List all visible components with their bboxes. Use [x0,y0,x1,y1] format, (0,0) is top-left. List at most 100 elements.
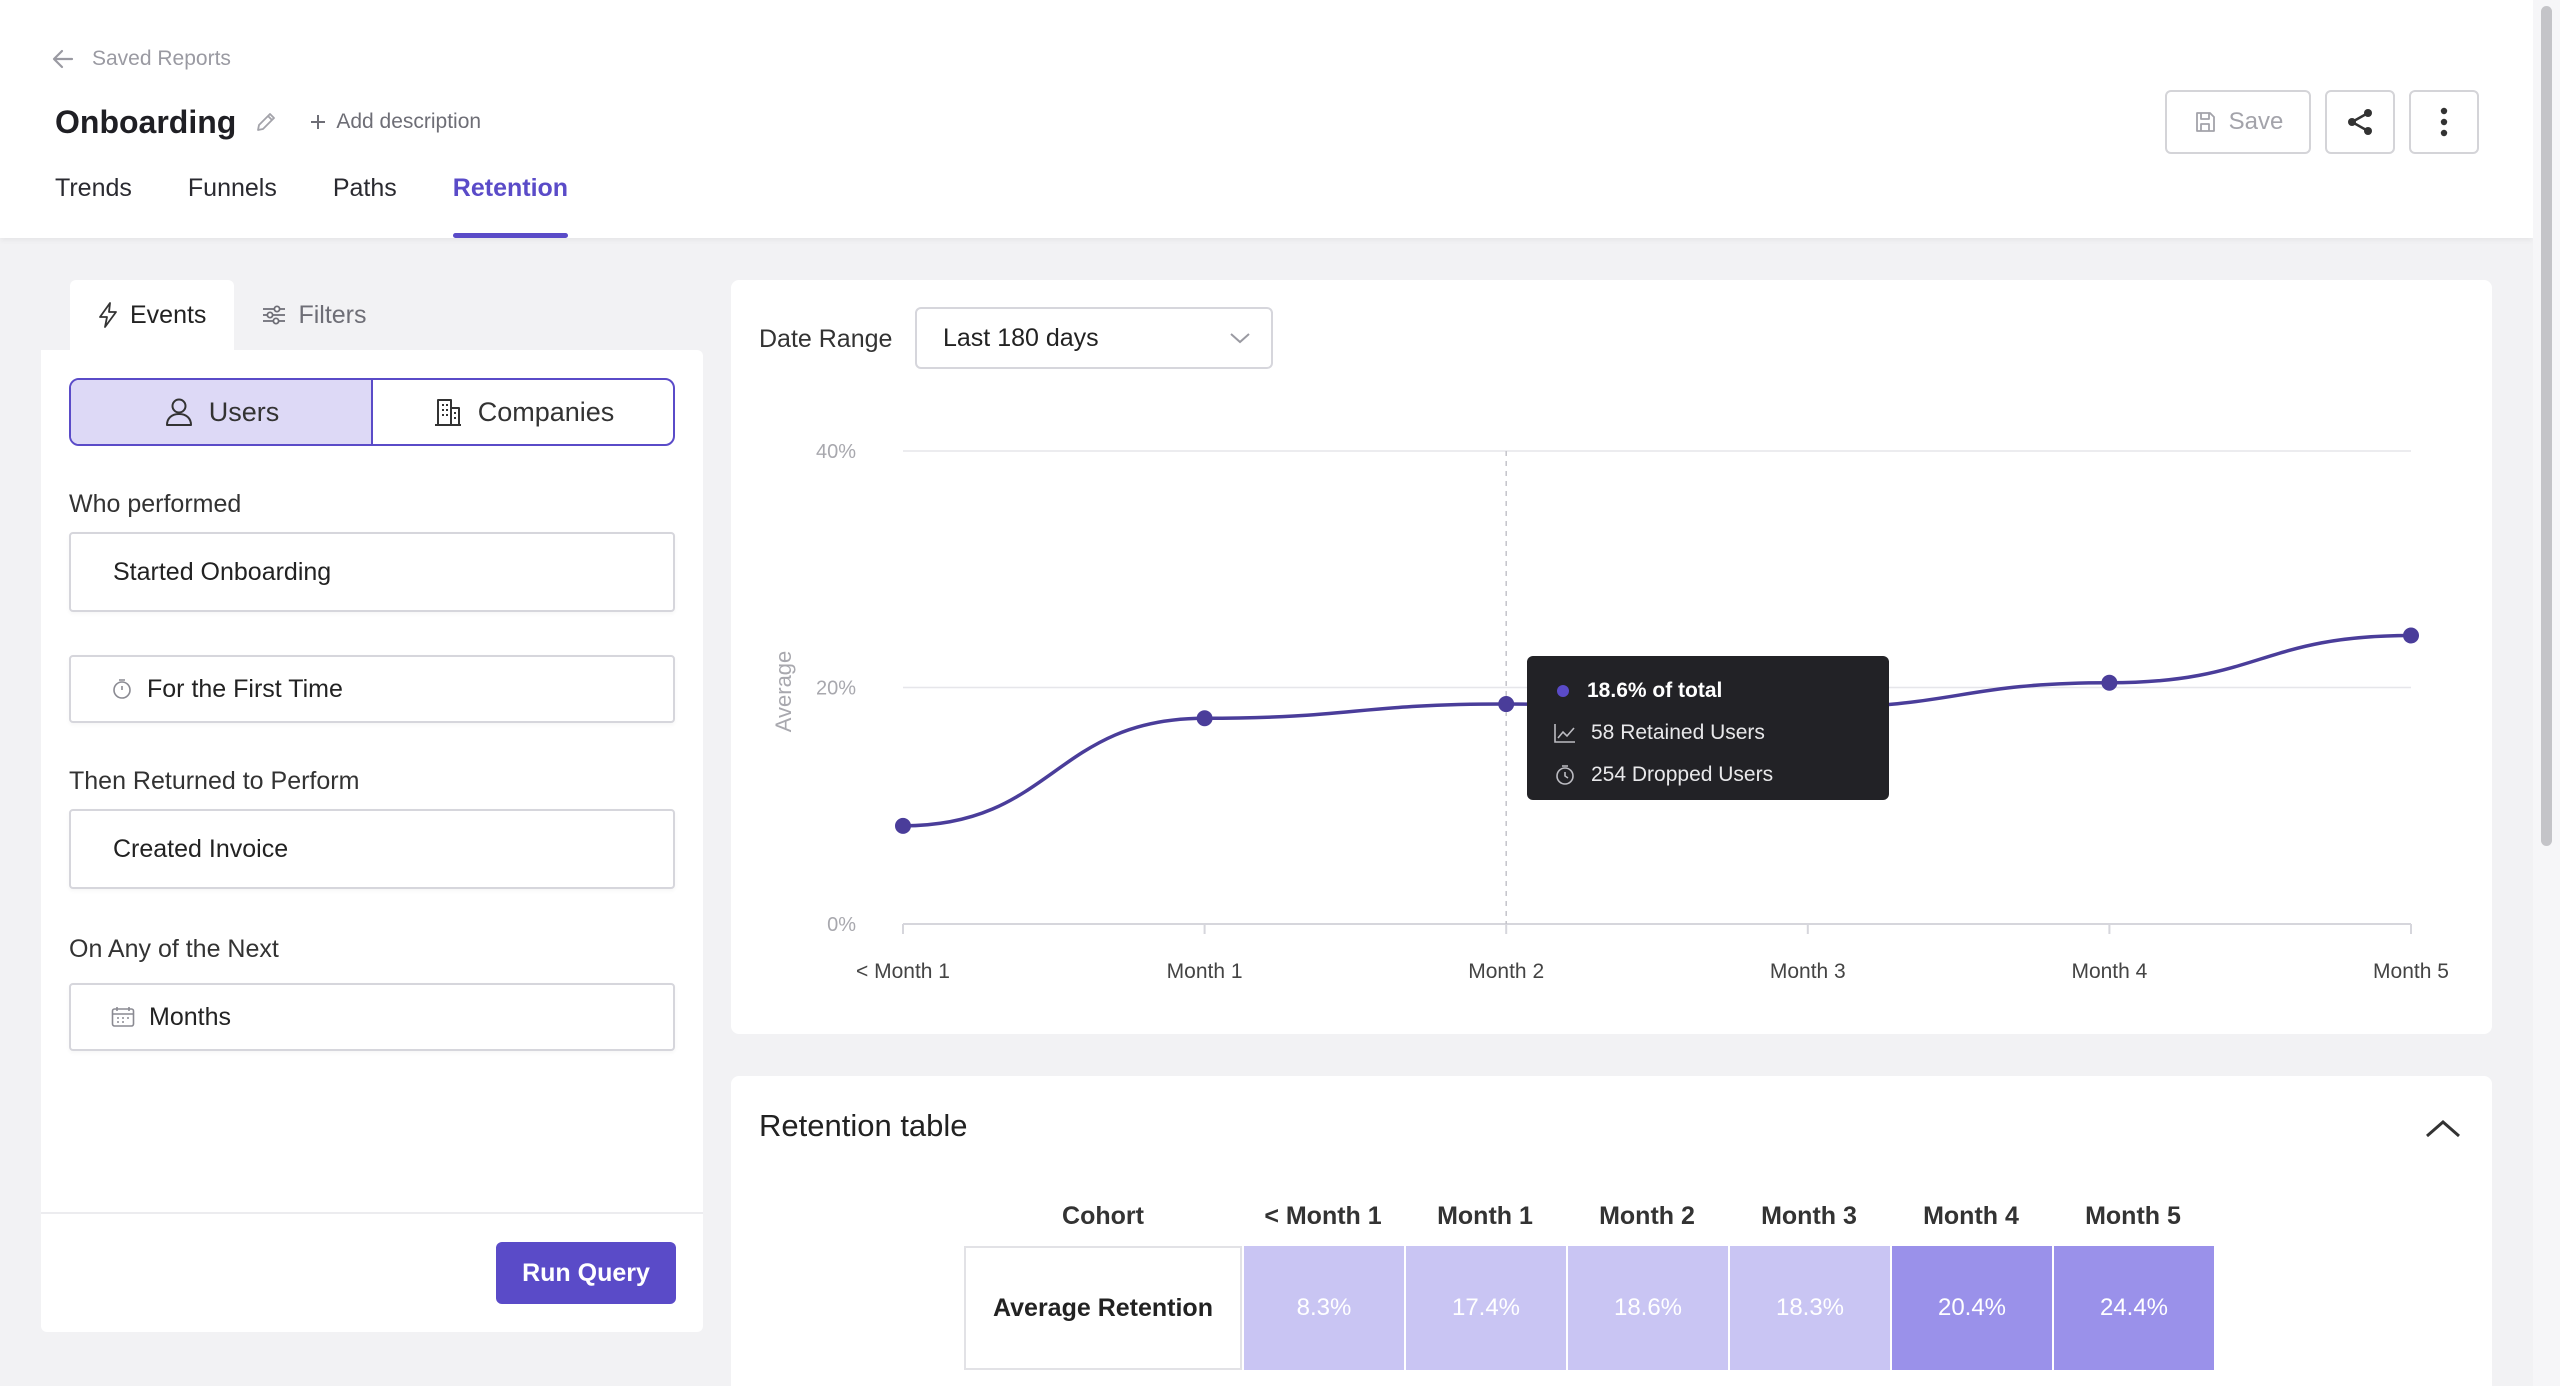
returned-label: Then Returned to Perform [69,767,360,795]
x-tick-label: Month 3 [1770,960,1846,983]
tab-trends[interactable]: Trends [55,174,132,202]
report-type-tabs: Trends Funnels Paths Retention [55,170,569,238]
column-header: Month 2 [1599,1201,1695,1230]
chart-tooltip: 18.6% of total 58 Retained Users 254 Dro… [1527,656,1889,800]
retention-chart-card: Date Range Last 180 days 0% 20% 40% Average… [731,280,2492,1034]
floppy-disk-icon [2193,110,2217,134]
data-point [2403,627,2419,644]
retention-cell[interactable]: 18.6% [1566,1246,1728,1370]
user-icon [163,396,195,428]
more-options-button[interactable] [2409,90,2479,154]
retention-cell[interactable]: 17.4% [1404,1246,1566,1370]
period-selector[interactable]: Months [69,983,675,1051]
tab-funnels[interactable]: Funnels [187,174,277,202]
users-toggle-option[interactable]: Users [71,380,373,444]
retention-cell[interactable]: 18.3% [1728,1246,1890,1370]
chevron-down-icon [1229,331,1251,345]
y-tick-label: 0% [827,914,856,936]
panel-divider [41,1212,703,1214]
x-tick-label: Month 1 [1167,960,1243,983]
period-value: Months [149,1002,231,1031]
lightning-icon [98,302,118,328]
x-tick-label: Month 5 [2373,960,2449,983]
back-to-saved-reports[interactable]: Saved Reports [52,44,231,74]
scrollbar-thumb[interactable] [2541,6,2552,846]
column-header: Month 1 [1437,1201,1533,1230]
frequency-selector[interactable]: For the First Time [69,655,675,723]
stopwatch-icon [1553,764,1577,786]
entity-toggle: Users Companies [69,378,675,446]
retention-cell[interactable]: 24.4% [2052,1246,2214,1370]
who-performed-label: Who performed [69,490,242,518]
tab-filters-label: Filters [298,300,367,329]
retention-cell[interactable]: 8.3% [1242,1246,1404,1370]
tab-events-label: Events [130,300,207,329]
x-tick-label: < Month 1 [856,960,950,983]
y-tick-label: 40% [816,441,856,463]
stopwatch-icon [111,678,133,700]
report-header: Saved Reports Onboarding Add description… [0,0,2533,238]
tooltip-percent: 18.6% of total [1587,679,1723,702]
query-builder-panel: Users Companies Who performed Started On… [41,350,703,1332]
column-header: Month 5 [2085,1201,2181,1230]
x-tick-label: Month 2 [1468,960,1544,983]
return-event-selector[interactable]: Created Invoice [69,809,675,889]
column-header: Month 4 [1923,1201,2019,1230]
series-dot-icon [1557,685,1569,697]
y-tick-label: 20% [816,678,856,700]
frequency-value: For the First Time [147,674,343,703]
retention-table-card: Retention table Cohort < Month 1 Month 1… [731,1076,2492,1386]
share-icon [2344,106,2376,138]
period-label: On Any of the Next [69,935,279,963]
retention-table-title: Retention table [759,1108,968,1143]
tooltip-dropped: 254 Dropped Users [1591,763,1774,786]
tab-events[interactable]: Events [70,280,235,350]
save-button[interactable]: Save [2165,90,2311,154]
retention-cell[interactable]: 20.4% [1890,1246,2052,1370]
tab-filters[interactable]: Filters [234,280,394,350]
table-row: Average Retention 8.3% 17.4% 18.6% 18.3%… [964,1246,2214,1370]
retention-table: Cohort < Month 1 Month 1 Month 2 Month 3… [964,1186,2214,1370]
column-header: < Month 1 [1264,1201,1382,1230]
add-description-label: Add description [336,110,482,133]
date-range-label: Date Range [759,325,893,353]
data-point [1196,710,1213,727]
date-range-value: Last 180 days [943,323,1099,352]
data-point [895,817,911,834]
page-title: Onboarding [55,103,237,140]
data-point [1498,696,1515,713]
tab-paths[interactable]: Paths [332,174,397,202]
building-icon [432,396,464,428]
companies-toggle-label: Companies [477,396,615,427]
tab-retention[interactable]: Retention [452,170,569,238]
line-chart-icon [1553,722,1577,744]
chevron-up-icon[interactable] [2423,1116,2463,1140]
pencil-icon[interactable] [254,110,278,134]
share-button[interactable] [2325,90,2395,154]
run-query-button[interactable]: Run Query [496,1242,676,1304]
vertical-dots-icon [2439,106,2449,138]
sliders-icon [262,304,286,326]
arrow-left-icon [52,49,74,69]
retention-line-chart: 0% 20% 40% Average < Month 1 Month 1 Month 2 Mo… [771,441,2449,983]
page-scrollbar[interactable] [2533,0,2560,1386]
back-label: Saved Reports [92,47,231,70]
users-toggle-label: Users [208,396,280,427]
column-header: Month 3 [1761,1201,1857,1230]
data-point [2101,674,2118,691]
return-event-value: Created Invoice [113,834,289,863]
start-event-selector[interactable]: Started Onboarding [69,532,675,612]
tooltip-retained: 58 Retained Users [1591,721,1765,744]
cohort-cell: Average Retention [964,1246,1242,1370]
plus-icon [310,114,326,130]
start-event-value: Started Onboarding [113,557,332,586]
y-axis-label: Average [771,651,796,733]
column-header-cohort: Cohort [1062,1201,1144,1230]
calendar-icon [111,1006,135,1028]
query-builder-tabs: Events Filters [70,280,395,350]
save-label: Save [2228,108,2284,135]
companies-toggle-option[interactable]: Companies [373,380,673,444]
date-range-dropdown[interactable]: Last 180 days [915,307,1273,369]
x-tick-label: Month 4 [2071,960,2147,983]
add-description-button[interactable]: Add description [310,110,481,134]
